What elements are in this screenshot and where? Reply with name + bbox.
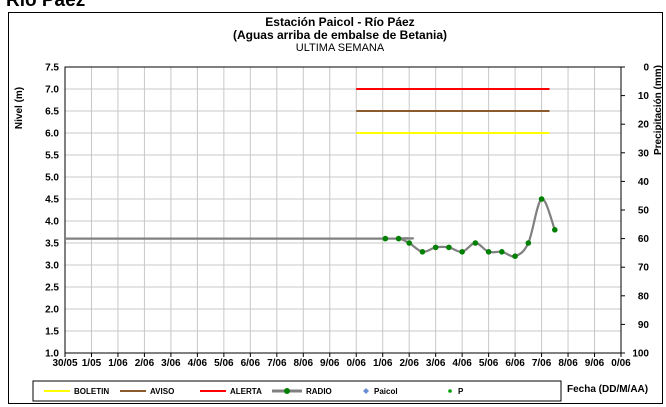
y-tick-label: 5.0	[45, 173, 59, 184]
series-point-radio	[552, 227, 558, 233]
legend: BOLETIN AVISO ALERTA RADIO Paicol P	[44, 387, 464, 396]
y2-tick-label: 90	[638, 320, 650, 331]
x-tick-label: 4/06	[452, 358, 472, 369]
legend-label-boletin: BOLETIN	[74, 387, 109, 396]
series-point-radio	[446, 244, 452, 251]
y2-tick-label: 0	[643, 63, 649, 74]
y-tick-label: 7.5	[45, 63, 59, 74]
series-point-radio	[382, 235, 389, 242]
y-tick-label: 6.5	[45, 107, 59, 118]
x-tick-label: 9/06	[320, 358, 340, 369]
y-axis-ticks: 7.5 7.0 6.5 6.0 5.5 5.0 4.5 4.0 3.5 3.0 2.5 2.0 1.5 1…	[45, 63, 59, 360]
x-tick-label: 9/06	[585, 358, 605, 369]
series-point-radio	[538, 196, 545, 202]
y-tick-label: 5.5	[45, 151, 59, 162]
x-tick-label: 2/06	[399, 358, 419, 369]
x-axis-label: Fecha (DD/M/AA)	[567, 384, 648, 395]
y-tick-label: 2.0	[45, 305, 59, 316]
y2-tick-label: 50	[638, 206, 650, 217]
y-tick-label: 3.5	[45, 239, 59, 250]
x-tick-label: 3/06	[161, 358, 181, 369]
chart-title: Estación Paicol - Río Páez	[265, 15, 414, 29]
legend-marker-radio	[284, 388, 290, 394]
series-point-radio	[525, 240, 532, 246]
y-tick-label: 2.5	[45, 283, 59, 294]
x-tick-label: 1/06	[373, 358, 393, 369]
legend-swatch-p	[448, 389, 452, 393]
series-point-radio	[406, 240, 412, 246]
y2-tick-label: 30	[638, 148, 650, 159]
x-tick-label: 3/06	[426, 358, 446, 369]
x-tick-label: 8/06	[294, 358, 314, 369]
y-tick-label: 6.0	[45, 129, 59, 140]
legend-label-paicol: Paicol	[374, 387, 398, 396]
y-tick-label: 4.5	[45, 195, 59, 206]
y-tick-label: 4.0	[45, 217, 59, 228]
y2-axis-ticks: 0 10 20 30 40 50 60 70 80 90 100	[621, 63, 649, 360]
x-tick-label: 30/05	[52, 358, 77, 369]
series-point-radio	[499, 249, 505, 255]
legend-label-radio: RADIO	[306, 387, 332, 396]
series-point-radio	[459, 249, 465, 255]
x-tick-label: 7/06	[532, 358, 552, 369]
y-tick-label: 1.0	[45, 349, 59, 360]
series	[65, 196, 558, 259]
y-tick-label: 3.0	[45, 261, 59, 272]
x-tick-label: 1/06	[108, 358, 128, 369]
chart-frame	[8, 12, 663, 404]
x-tick-label: 0/06	[347, 358, 367, 369]
x-tick-label: 1/05	[82, 358, 102, 369]
y2-tick-label: 80	[638, 291, 650, 302]
threshold-lines	[356, 88, 550, 134]
series-point-radio	[472, 240, 479, 246]
y2-tick-label: 40	[638, 177, 650, 188]
x-tick-label: 6/06	[505, 358, 525, 369]
x-tick-label: 5/06	[479, 358, 499, 369]
x-axis-ticks: 30/05 1/05 1/06 2/06 3/06 4/06 5/06 6/06 7/06 8/0…	[52, 353, 631, 369]
chart-subtitle-1: (Aguas arriba de embalse de Betania)	[233, 28, 447, 42]
page-title: Rio Páez	[6, 0, 86, 11]
chart-subtitle-2: ULTIMA SEMANA	[296, 42, 385, 54]
x-tick-label: 8/06	[558, 358, 578, 369]
grid	[64, 66, 622, 354]
y-tick-label: 7.0	[45, 85, 59, 96]
legend-label-aviso: AVISO	[150, 387, 174, 396]
legend-swatch-paicol	[363, 388, 369, 394]
x-tick-label: 4/06	[188, 358, 208, 369]
y2-tick-label: 10	[638, 91, 650, 102]
y2-axis-label: Precipitación (mm)	[653, 65, 664, 155]
y2-tick-label: 70	[638, 263, 650, 274]
legend-label-p: P	[458, 387, 464, 396]
series-line-radio	[65, 197, 556, 258]
y2-tick-label: 60	[638, 234, 650, 245]
y2-tick-label: 20	[638, 120, 650, 131]
x-tick-label: 0/06	[611, 358, 631, 369]
series-point-radio	[419, 249, 426, 255]
series-point-radio	[512, 253, 518, 259]
x-tick-label: 7/06	[267, 358, 287, 369]
series-point-radio	[485, 249, 492, 255]
x-tick-label: 6/06	[241, 358, 261, 369]
legend-label-alerta: ALERTA	[230, 387, 262, 396]
series-point-radio	[395, 235, 402, 242]
y2-tick-label: 100	[632, 349, 649, 360]
y-axis-label: Nivel (m)	[14, 87, 25, 129]
x-tick-label: 2/06	[135, 358, 155, 369]
x-tick-label: 5/06	[214, 358, 234, 369]
y-tick-label: 1.5	[45, 327, 59, 338]
series-point-radio	[432, 244, 439, 251]
